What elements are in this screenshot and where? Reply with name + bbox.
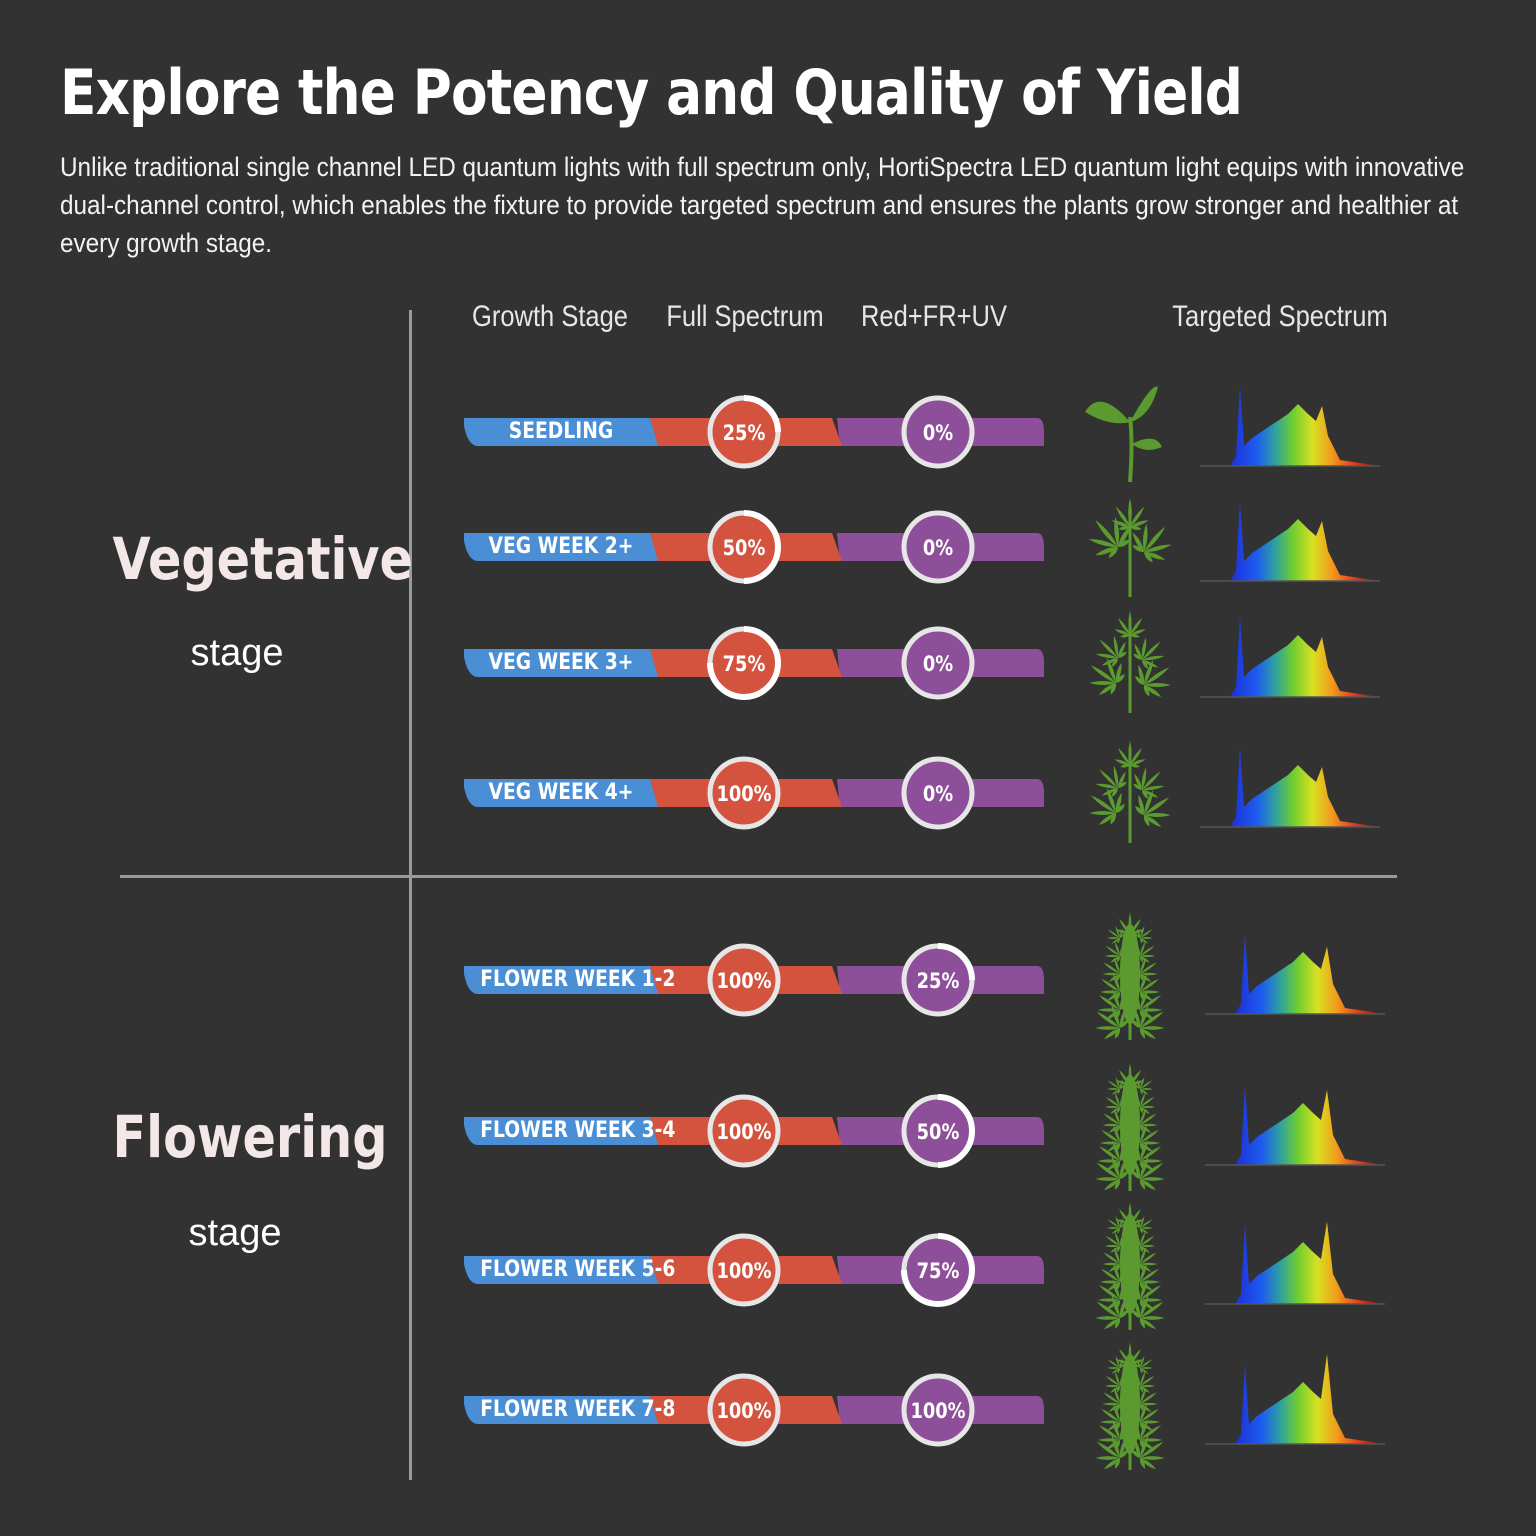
- seedling-icon: [1085, 386, 1162, 483]
- targeted-spectrum-curve: [1200, 386, 1380, 467]
- growth-stage-row: 100% 75% FLOWER WEEK 5-6: [0, 1202, 1536, 1330]
- full-spectrum-dial: 100%: [707, 1094, 781, 1168]
- intro-paragraph: Unlike traditional single channel LED qu…: [60, 152, 1465, 258]
- red-fr-uv-value: 50%: [917, 1120, 960, 1145]
- flowering-plant-icon: [1095, 1342, 1165, 1470]
- full-spectrum-value: 100%: [716, 969, 771, 994]
- red-fr-uv-value: 0%: [923, 536, 953, 561]
- full-spectrum-dial: 100%: [707, 1233, 781, 1307]
- stage-label: VEG WEEK 2+: [488, 534, 634, 559]
- cannabis-leaf-icon: [1088, 498, 1172, 597]
- full-spectrum-value: 100%: [716, 1120, 771, 1145]
- red-fr-uv-dial: 75%: [901, 1233, 975, 1307]
- stage-label: FLOWER WEEK 7-8: [480, 1397, 676, 1422]
- full-spectrum-value: 100%: [716, 1259, 771, 1284]
- full-spectrum-dial: 75%: [707, 626, 781, 700]
- red-fr-uv-dial: 0%: [901, 756, 975, 830]
- stage-bar: 100% 100%: [464, 1373, 1044, 1447]
- red-fr-uv-dial: 25%: [901, 943, 975, 1017]
- group-vegetative-title: Vegetative: [112, 525, 414, 593]
- full-spectrum-value: 100%: [716, 1399, 771, 1424]
- stage-bar: 100% 0%: [464, 756, 1044, 830]
- red-fr-uv-value: 0%: [923, 421, 953, 446]
- stage-label: FLOWER WEEK 5-6: [480, 1257, 676, 1282]
- stage-bar: 25% 0%: [464, 395, 1044, 469]
- targeted-spectrum-curve: [1205, 1221, 1385, 1305]
- column-header-growth-stage: Growth Stage: [472, 300, 628, 333]
- full-spectrum-value: 100%: [716, 782, 771, 807]
- group-vegetative-subtitle: stage: [190, 632, 284, 674]
- targeted-spectrum-curve: [1205, 1085, 1385, 1166]
- flowering-plant-icon: [1095, 1063, 1165, 1191]
- targeted-spectrum-curve: [1200, 747, 1380, 828]
- stage-label: FLOWER WEEK 3-4: [480, 1118, 676, 1143]
- horizontal-divider: [120, 875, 1397, 878]
- targeted-spectrum-curve: [1200, 501, 1380, 582]
- column-header-targeted-spectrum: Targeted Spectrum: [1172, 300, 1388, 333]
- growth-stage-row: 100% 25% FLOWER WEEK 1-2: [0, 912, 1536, 1040]
- full-spectrum-dial: 100%: [707, 756, 781, 830]
- stage-bar: 100% 75%: [464, 1233, 1044, 1307]
- cannabis-plant-icon: [1089, 740, 1171, 843]
- stage-bar: 100% 25%: [464, 943, 1044, 1017]
- page-title: Explore the Potency and Quality of Yield: [60, 56, 1243, 129]
- growth-stage-row: 100% 0% VEG WEEK 4+: [0, 733, 1536, 853]
- red-fr-uv-value: 75%: [917, 1259, 960, 1284]
- group-flowering-title: Flowering: [112, 1103, 388, 1171]
- growth-stage-row: 100% 50% FLOWER WEEK 3-4: [0, 1063, 1536, 1191]
- targeted-spectrum-curve: [1200, 617, 1380, 698]
- full-spectrum-dial: 100%: [707, 1373, 781, 1447]
- red-fr-uv-dial: 0%: [901, 395, 975, 469]
- stage-bar: 75% 0%: [464, 626, 1044, 700]
- red-fr-uv-dial: 100%: [901, 1373, 975, 1447]
- red-fr-uv-value: 0%: [923, 782, 953, 807]
- stage-bar: 50% 0%: [464, 510, 1044, 584]
- cannabis-plant-icon: [1089, 610, 1171, 713]
- full-spectrum-value: 50%: [723, 536, 766, 561]
- stage-label: FLOWER WEEK 1-2: [480, 967, 676, 992]
- growth-stage-row: 50% 0% VEG WEEK 2+: [0, 487, 1536, 607]
- column-header-red-fr-uv: Red+FR+UV: [861, 300, 1007, 333]
- red-fr-uv-value: 100%: [910, 1399, 965, 1424]
- group-flowering-subtitle: stage: [188, 1212, 282, 1254]
- red-fr-uv-value: 0%: [923, 652, 953, 677]
- stage-bar: 100% 50%: [464, 1094, 1044, 1168]
- red-fr-uv-dial: 0%: [901, 510, 975, 584]
- full-spectrum-value: 75%: [723, 652, 766, 677]
- stage-label: VEG WEEK 4+: [488, 780, 634, 805]
- stage-label: SEEDLING: [508, 419, 614, 444]
- targeted-spectrum-curve: [1205, 1354, 1385, 1445]
- flowering-plant-icon: [1095, 912, 1165, 1040]
- red-fr-uv-dial: 50%: [901, 1094, 975, 1168]
- targeted-spectrum-curve: [1205, 934, 1385, 1015]
- stage-label: VEG WEEK 3+: [488, 650, 634, 675]
- growth-stage-row: 25% 0% SEEDLING: [0, 372, 1536, 492]
- full-spectrum-dial: 50%: [707, 510, 781, 584]
- flowering-plant-icon: [1095, 1202, 1165, 1330]
- red-fr-uv-dial: 0%: [901, 626, 975, 700]
- full-spectrum-value: 25%: [723, 421, 766, 446]
- red-fr-uv-value: 25%: [917, 969, 960, 994]
- vertical-divider: [409, 310, 412, 1480]
- full-spectrum-dial: 100%: [707, 943, 781, 1017]
- growth-stage-row: 100% 100% FLOWER WEEK 7-8: [0, 1342, 1536, 1470]
- full-spectrum-dial: 25%: [707, 395, 781, 469]
- column-header-full-spectrum: Full Spectrum: [666, 300, 824, 333]
- growth-stage-row: 75% 0% VEG WEEK 3+: [0, 603, 1536, 723]
